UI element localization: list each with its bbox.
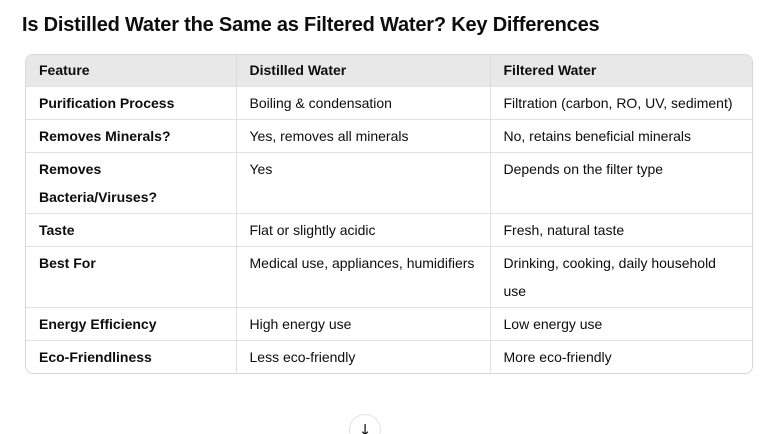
feature-cell: Energy Efficiency — [26, 306, 237, 340]
table-row: Removes Bacteria/Viruses? Yes Depends on t… — [26, 151, 752, 213]
feature-cell: Taste — [26, 212, 237, 246]
filtered-water-cell: Drinking, cooking, daily household use — [490, 245, 752, 307]
table-row: Removes Minerals? Yes, removes all minera… — [26, 118, 752, 152]
distilled-water-cell: Less eco-friendly — [236, 339, 491, 373]
distilled-water-cell: Boiling & condensation — [236, 85, 491, 119]
arrow-down-icon: ↓ — [358, 420, 372, 434]
distilled-water-cell: Yes, removes all minerals — [236, 118, 491, 152]
scroll-to-bottom-button[interactable]: ↓ — [349, 414, 381, 434]
distilled-water-cell: Medical use, appliances, humidifiers — [236, 245, 491, 307]
table-row: Best For Medical use, appliances, humidif… — [26, 245, 752, 307]
table-row: Purification Process Boiling & condensati… — [26, 85, 752, 119]
table-header-row: Feature Distilled Water Filtered Water — [26, 55, 752, 86]
feature-cell: Removes Bacteria/Viruses? — [26, 151, 237, 213]
table-row: Taste Flat or slightly acidic Fresh, natur… — [26, 212, 752, 246]
distilled-water-cell: Yes — [236, 151, 491, 213]
column-header-filtered-water: Filtered Water — [490, 55, 752, 86]
filtered-water-cell: More eco-friendly — [490, 339, 752, 373]
filtered-water-cell: Filtration (carbon, RO, UV, sediment) — [490, 85, 752, 119]
comparison-table: Feature Distilled Water Filtered Water P… — [25, 54, 753, 374]
water-comparison-table: Feature Distilled Water Filtered Water P… — [26, 55, 752, 373]
column-header-feature: Feature — [26, 55, 237, 86]
feature-cell: Removes Minerals? — [26, 118, 237, 152]
filtered-water-cell: Depends on the filter type — [490, 151, 752, 213]
page-title: Is Distilled Water the Same as Filtered … — [22, 14, 600, 36]
table-row: Energy Efficiency High energy use Low ener… — [26, 306, 752, 340]
filtered-water-cell: Low energy use — [490, 306, 752, 340]
feature-cell: Best For — [26, 245, 237, 307]
distilled-water-cell: High energy use — [236, 306, 491, 340]
feature-cell: Purification Process — [26, 85, 237, 119]
distilled-water-cell: Flat or slightly acidic — [236, 212, 491, 246]
filtered-water-cell: No, retains beneficial minerals — [490, 118, 752, 152]
column-header-distilled-water: Distilled Water — [236, 55, 491, 86]
filtered-water-cell: Fresh, natural taste — [490, 212, 752, 246]
table-row: Eco-Friendliness Less eco-friendly More ec… — [26, 339, 752, 373]
feature-cell: Eco-Friendliness — [26, 339, 237, 373]
